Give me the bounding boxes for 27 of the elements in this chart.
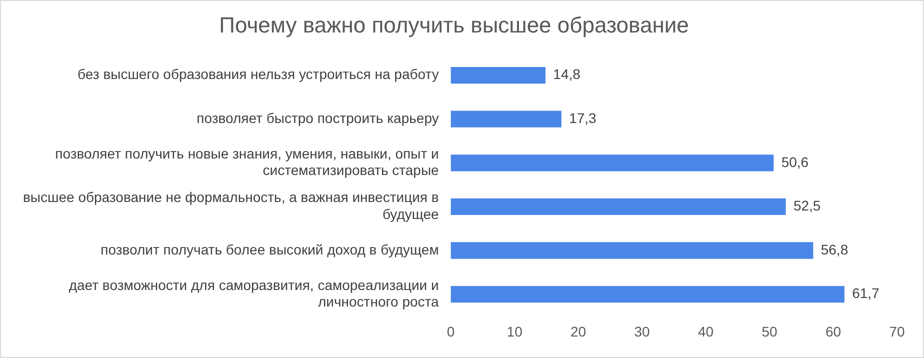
bar [450,66,546,84]
x-tick-label: 50 [762,323,778,340]
data-label: 17,3 [569,110,597,126]
y-tick-label: позволяет получить новые знания, умения, навыки, опыт и систематизировать старые [55,145,440,178]
chart-title: Почему важно получить высшее образование [219,12,689,38]
y-tick-label: позволит получать более высокий доход в будущем [100,241,439,258]
bar [450,154,774,172]
data-label: 14,8 [553,66,581,82]
bar [450,110,562,128]
bar [450,198,786,216]
x-tick-label: 70 [889,323,905,340]
x-tick-label: 60 [825,323,842,340]
y-tick-label: дает возможности для саморазвития, самореализации и личностного роста [68,276,440,310]
y-tick-label: высшее образование не формальность, а важная инвестиция в будущее [22,189,440,222]
x-tick-label: 0 [446,323,455,340]
bar [450,242,814,259]
x-tick-label: 30 [634,323,650,340]
x-tick-label: 40 [698,323,714,340]
x-tick-label: 20 [570,323,586,340]
y-tick-label: без высшего образования нельзя устроиться на работу [78,66,439,82]
data-label: 50,6 [781,154,809,170]
data-label: 56,8 [820,241,848,258]
data-label: 61,7 [852,285,880,302]
bar [450,286,844,303]
x-tick-label: 10 [506,323,523,340]
y-tick-label: позволяет быстро построить карьеру [196,110,439,126]
data-label: 52,5 [793,198,821,214]
